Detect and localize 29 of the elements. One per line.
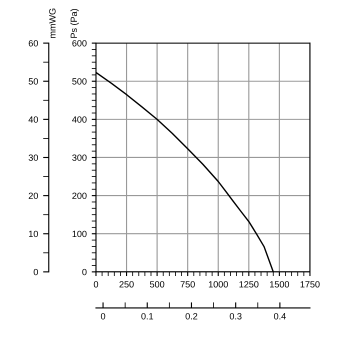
x-tick-label: 750 xyxy=(180,281,195,288)
x-tick-label: 1250 xyxy=(239,281,258,288)
y2-tick-label: 10 xyxy=(28,230,38,238)
y2-tick-label: 20 xyxy=(28,192,38,199)
y2-tick-label: 40 xyxy=(28,116,38,123)
x2-tick-label: 0.1 xyxy=(141,313,154,320)
y2-axis-title: mmWG xyxy=(49,8,56,38)
x2-tick-label: 0.2 xyxy=(186,313,198,320)
y2-tick-label: 60 xyxy=(28,40,38,46)
y2-tick-label: 30 xyxy=(28,154,38,161)
x2-tick-label: 0 xyxy=(100,313,106,320)
x-tick-label: 1750 xyxy=(300,281,320,288)
y-tick-label: 500 xyxy=(72,78,87,85)
x-tick-label: 1000 xyxy=(208,281,228,288)
y-tick-label: 600 xyxy=(72,40,87,46)
x-tick-label: 0 xyxy=(94,281,98,288)
y-tick-label: 0 xyxy=(82,268,87,276)
y-tick-label: 400 xyxy=(72,116,87,123)
x-tick-label: 500 xyxy=(150,281,164,288)
y-tick-label: 200 xyxy=(72,192,87,199)
y2-tick-label: 50 xyxy=(28,78,38,85)
y2-tick-label: 0 xyxy=(34,268,38,276)
x2-tick-label: 0.3 xyxy=(230,313,242,320)
x-tick-label: 1500 xyxy=(270,281,290,288)
y-tick-label: 300 xyxy=(72,154,87,161)
x2-tick-label: 0.4 xyxy=(274,313,286,320)
y-tick-label: 100 xyxy=(72,230,87,238)
x-tick-label: 250 xyxy=(119,281,134,288)
y-axis-title: Ps (Pa) xyxy=(70,9,79,38)
